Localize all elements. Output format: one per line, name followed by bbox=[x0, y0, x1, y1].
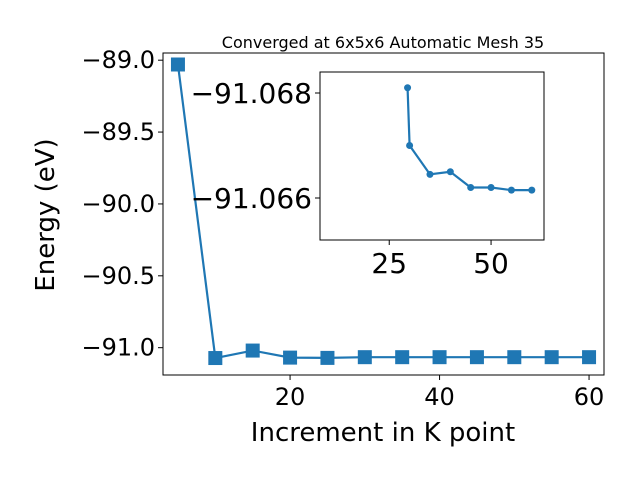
main-data-point bbox=[208, 351, 223, 366]
main-data-point bbox=[170, 57, 185, 72]
inset-data-point bbox=[406, 142, 414, 149]
inset-data-point bbox=[446, 168, 454, 176]
main-x-tick-label: 40 bbox=[424, 383, 455, 411]
inset-data-point bbox=[528, 186, 536, 194]
chart-title: Converged at 6x5x6 Automatic Mesh 35 bbox=[222, 33, 544, 52]
main-data-point bbox=[507, 350, 522, 365]
main-y-ticks: −89.0 −89.5 −90.0 −90.5 −91.0 bbox=[81, 46, 163, 362]
inset-plot-area bbox=[319, 71, 545, 241]
inset-y-tick-label: −91.066 bbox=[191, 182, 312, 215]
inset-data-point bbox=[507, 186, 515, 194]
main-data-point bbox=[395, 350, 410, 365]
inset-data-point bbox=[404, 84, 412, 92]
main-x-tick-label: 20 bbox=[275, 383, 306, 411]
main-x-ticks: 20 40 60 bbox=[275, 375, 605, 411]
main-data-point bbox=[544, 350, 559, 365]
y-axis-label: Energy (eV) bbox=[31, 138, 61, 291]
main-data-point bbox=[320, 350, 335, 365]
inset-x-ticks: 25 50 bbox=[371, 240, 509, 280]
inset-x-tick-label: 50 bbox=[473, 247, 509, 280]
inset-y-tick-label: −91.068 bbox=[191, 77, 312, 110]
main-data-point bbox=[283, 350, 298, 365]
main-x-tick-label: 60 bbox=[574, 383, 605, 411]
main-y-tick-label: −91.0 bbox=[81, 334, 155, 362]
main-y-tick-label: −89.5 bbox=[81, 118, 155, 146]
main-y-tick-label: −90.5 bbox=[81, 262, 155, 290]
main-series bbox=[170, 57, 597, 366]
inset-data-point bbox=[467, 184, 475, 191]
main-data-point bbox=[357, 350, 372, 365]
inset-x-tick-label: 25 bbox=[371, 247, 407, 280]
main-y-tick-label: −90.0 bbox=[81, 190, 155, 218]
inset-data-point bbox=[487, 184, 495, 191]
inset-y-ticks: −91.068 −91.066 bbox=[191, 77, 320, 215]
main-data-point bbox=[245, 343, 260, 358]
main-data-point bbox=[469, 350, 484, 365]
inset-series bbox=[404, 84, 536, 194]
main-data-point bbox=[582, 350, 597, 365]
x-axis-label: Increment in K point bbox=[251, 418, 515, 448]
main-data-point bbox=[432, 350, 447, 365]
inset-data-point bbox=[426, 170, 434, 178]
main-y-tick-label: −89.0 bbox=[81, 46, 155, 74]
